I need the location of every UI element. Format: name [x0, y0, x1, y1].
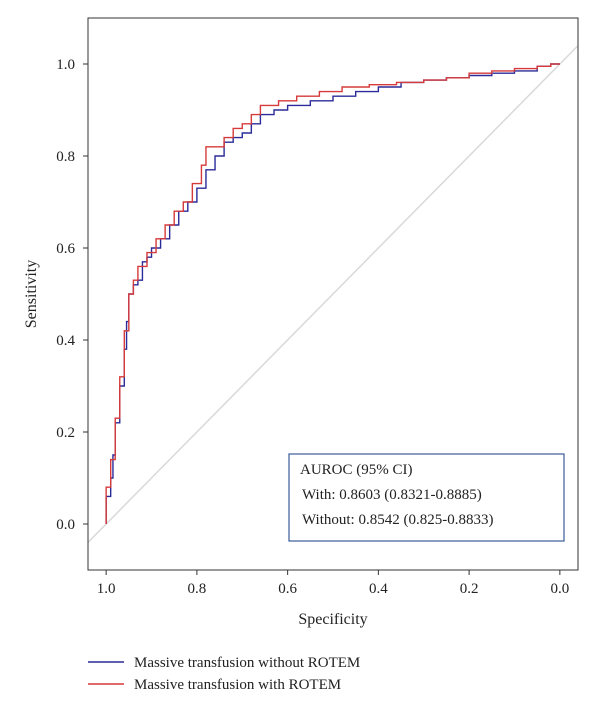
y-tick-label: 0.2 — [56, 425, 75, 441]
x-tick-label: 0.6 — [278, 581, 297, 597]
annotation-without: Without: 0.8542 (0.825-0.8833) — [302, 512, 493, 528]
y-tick-label: 0.8 — [56, 149, 75, 165]
legend-label-without-rotem: Massive transfusion without ROTEM — [134, 655, 360, 671]
plot-frame — [87, 17, 579, 571]
annotation-title: AUROC (95% CI) — [300, 462, 413, 478]
y-tick-label: 0.0 — [56, 517, 75, 533]
y-tick-label: 0.6 — [56, 241, 75, 257]
x-tick-label: 0.2 — [460, 581, 479, 597]
x-tick-label: 0.0 — [550, 581, 569, 597]
x-tick-label: 1.0 — [97, 581, 116, 597]
y-tick-label: 1.0 — [56, 57, 75, 73]
annotation-box — [288, 453, 565, 542]
y-axis-ticks: 0.0 0.2 0.4 0.6 0.8 1.0 — [56, 57, 88, 533]
annotation-with: With: 0.8603 (0.8321-0.8885) — [302, 487, 482, 503]
x-tick-label: 0.8 — [188, 581, 207, 597]
roc-curves — [105, 63, 560, 524]
auroc-annotation: AUROC (95% CI) With: 0.8603 (0.8321-0.88… — [288, 453, 565, 542]
reference-diagonal-line — [87, 45, 579, 543]
x-axis-ticks: 1.0 0.8 0.6 0.4 0.2 0.0 — [97, 570, 569, 597]
legend-label-with-rotem: Massive transfusion with ROTEM — [134, 677, 341, 693]
series-line-with-rotem — [105, 63, 560, 524]
x-axis-title: Specificity — [298, 611, 367, 628]
y-axis-title: Sensitivity — [23, 260, 40, 328]
legend: Massive transfusion without ROTEM Massiv… — [88, 655, 360, 693]
x-tick-label: 0.4 — [369, 581, 388, 597]
y-tick-label: 0.4 — [56, 333, 75, 349]
